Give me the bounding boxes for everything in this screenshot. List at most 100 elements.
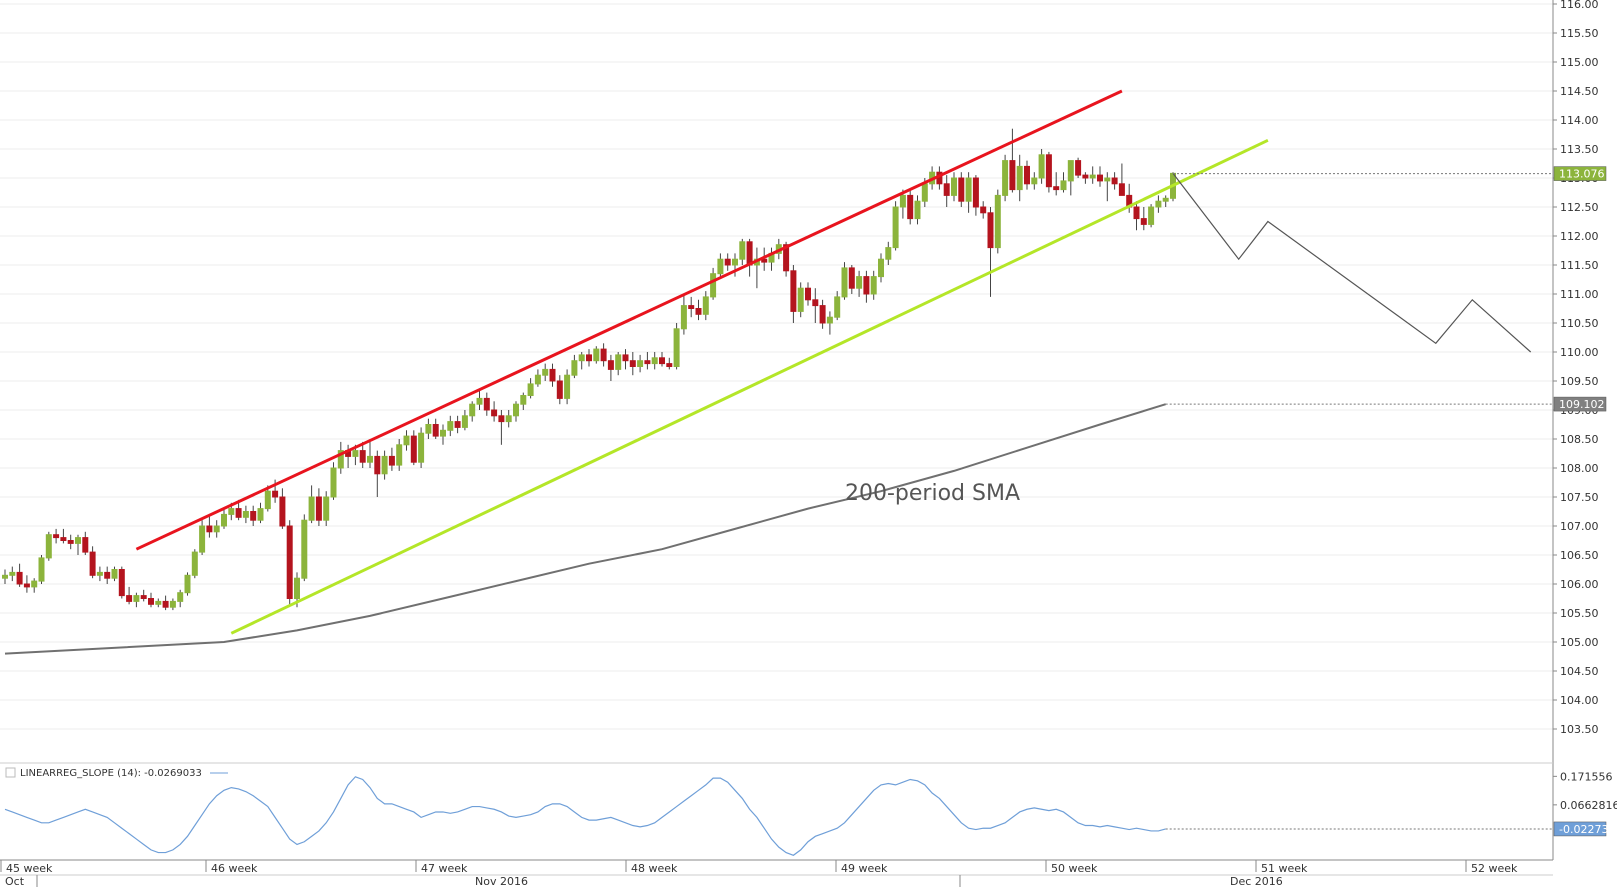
candle-body [1060, 180, 1067, 191]
candle-body [126, 595, 133, 602]
candle-body [724, 258, 731, 266]
candle-body [746, 241, 753, 266]
candle-body [921, 183, 928, 202]
candle-body [9, 571, 16, 576]
candle-body [1148, 206, 1155, 225]
y-tick-label: 111.50 [1560, 259, 1599, 272]
candle-body [615, 354, 622, 370]
candle-body [1038, 154, 1045, 179]
candle-body [425, 424, 432, 434]
candle-body [396, 444, 403, 466]
sma-annotation: 200-period SMA [845, 481, 1020, 506]
sma-layer [4, 403, 1166, 655]
candle-body [688, 305, 695, 310]
candle-body [206, 525, 213, 533]
y-tick-label: 113.50 [1560, 143, 1599, 156]
candle-body [155, 600, 162, 605]
week-label: 51 week [1261, 862, 1308, 875]
week-label: 48 week [631, 862, 678, 875]
candle-body [111, 569, 118, 579]
candle-body [367, 455, 373, 463]
y-tick-label: 108.00 [1560, 462, 1599, 475]
candle-body [651, 357, 658, 365]
candle-body [272, 490, 279, 498]
candle-body [381, 455, 388, 475]
last-price-tag: 113.076 [1559, 168, 1605, 181]
candle-body [761, 258, 768, 263]
candle-body [841, 267, 848, 298]
candle-body [461, 415, 468, 428]
week-label: 45 week [6, 862, 53, 875]
candle-body [556, 380, 563, 399]
candle-body [177, 592, 184, 602]
y-tick-label: 114.50 [1560, 85, 1599, 98]
candle-body [907, 194, 914, 220]
candle-body [505, 415, 512, 423]
candle-body [564, 374, 571, 399]
candle-body [549, 368, 556, 382]
candle-body [301, 519, 308, 579]
candle-body [60, 537, 67, 541]
candle-body [418, 432, 425, 463]
candle-body [1133, 206, 1140, 220]
gridlines [0, 3, 1553, 730]
candle-body [476, 397, 483, 405]
y-tick-label: 109.50 [1560, 375, 1599, 388]
green-support-line [230, 138, 1269, 635]
candle-body [133, 595, 140, 602]
y-tick-label: 111.00 [1560, 288, 1599, 301]
week-label: 50 week [1051, 862, 1098, 875]
candle-body [228, 508, 235, 515]
red-resistance-line [135, 89, 1123, 551]
candle-body [264, 490, 271, 510]
candle-body [1009, 160, 1016, 191]
candle-body [191, 551, 198, 576]
candles-layer [2, 128, 1176, 611]
candle-body [1082, 174, 1089, 179]
candle-body [199, 525, 206, 553]
candle-body [987, 212, 994, 249]
y-tick-label: 107.50 [1560, 491, 1599, 504]
channel-lines [135, 89, 1269, 635]
candle-body [410, 435, 417, 463]
candle-body [82, 537, 89, 553]
candle-body [819, 305, 826, 324]
week-label: 47 week [421, 862, 468, 875]
candle-body [169, 600, 176, 608]
y-tick-label: 106.00 [1560, 578, 1599, 591]
candle-body [994, 194, 1001, 249]
candle-body [1053, 186, 1060, 191]
indicator-pane [4, 776, 1553, 856]
candle-body [308, 496, 315, 521]
indicator-last-tag-bg [1553, 821, 1607, 837]
indicator-checkbox-icon[interactable] [5, 767, 16, 778]
candle-body [432, 424, 439, 437]
candle-body [16, 571, 23, 585]
candle-body [680, 305, 687, 330]
candle-body [622, 354, 629, 362]
candle-body [140, 595, 147, 599]
candle-body [45, 534, 52, 559]
candle-body [75, 537, 81, 544]
candle-body [607, 360, 614, 370]
candle-body [856, 276, 863, 289]
candle-body [1097, 174, 1103, 182]
candle-body [914, 200, 921, 220]
candle-body [826, 316, 833, 324]
candle-body [958, 177, 965, 202]
candle-body [2, 574, 8, 579]
candle-body [797, 287, 804, 312]
candle-body [1075, 160, 1082, 176]
candle-body [89, 551, 96, 576]
y-tick-label: 108.50 [1560, 433, 1599, 446]
candle-body [323, 496, 330, 521]
candle-body [315, 496, 322, 521]
candle-body [600, 348, 607, 362]
candle-body [352, 450, 359, 457]
candle-body [578, 354, 585, 362]
y-tick-label: 105.00 [1560, 636, 1599, 649]
indicator-tick-label: 0.0662816 [1560, 799, 1617, 812]
